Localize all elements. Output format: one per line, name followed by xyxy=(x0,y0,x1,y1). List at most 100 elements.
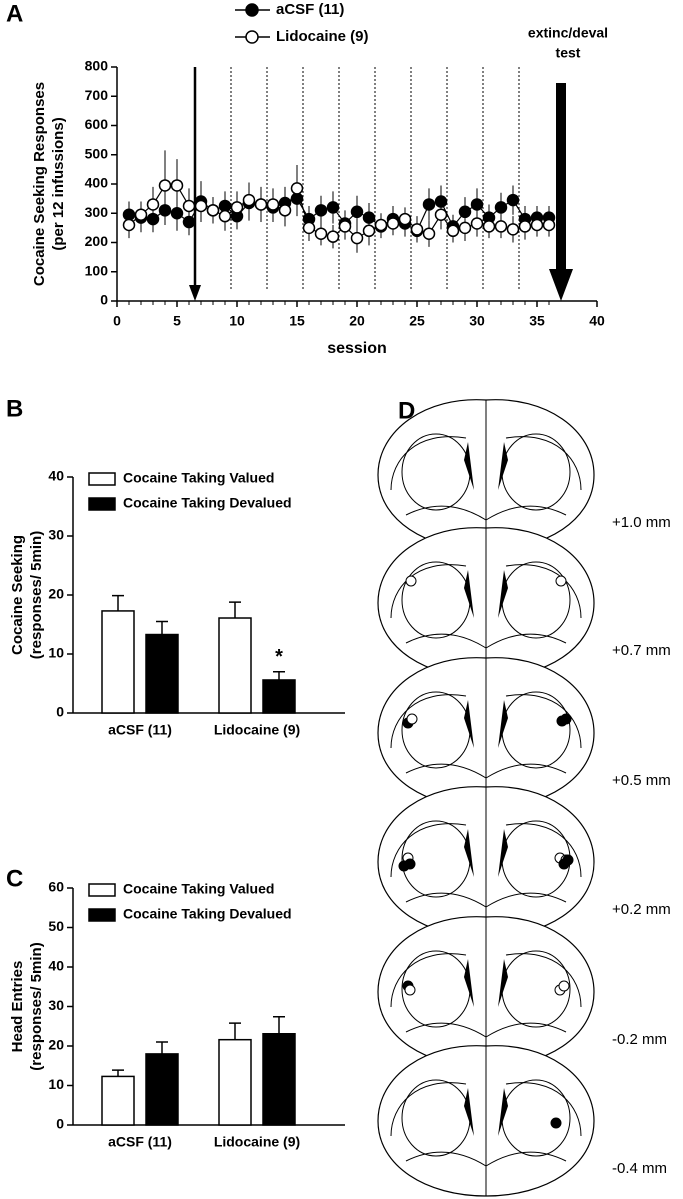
error-bar xyxy=(156,620,168,635)
data-point xyxy=(314,204,328,217)
test-arrow-shaft xyxy=(556,83,566,271)
data-point xyxy=(482,220,496,233)
y-tick-label: 600 xyxy=(85,116,109,132)
x-tick-label: 25 xyxy=(409,313,425,329)
error-bar xyxy=(112,1069,124,1077)
y-tick-label: 0 xyxy=(56,704,64,720)
brain-section xyxy=(377,399,595,551)
data-point xyxy=(470,217,484,230)
error-bar xyxy=(112,594,124,611)
data-point xyxy=(242,193,256,207)
x-tick-label: Lidocaine (9) xyxy=(214,722,300,738)
data-point xyxy=(362,224,376,238)
y-tick-label: 100 xyxy=(85,262,109,278)
data-point xyxy=(494,201,508,214)
error-bar xyxy=(273,670,285,680)
y-tick-label: 200 xyxy=(85,233,109,249)
legend-label: aCSF (11) xyxy=(276,1,344,18)
ventral-detail xyxy=(405,1151,567,1167)
error-bar xyxy=(229,601,241,619)
test-arrow-head xyxy=(549,269,573,301)
data-point xyxy=(386,217,400,230)
x-tick-label: 35 xyxy=(529,313,545,329)
y-tick-label: 400 xyxy=(85,175,109,191)
data-point xyxy=(182,199,196,213)
data-point xyxy=(326,230,340,243)
data-point xyxy=(374,218,388,232)
ventricle xyxy=(464,442,508,490)
y-tick-label: 300 xyxy=(85,204,109,220)
y-axis-label: Cocaine Seeking xyxy=(9,535,26,655)
data-point xyxy=(206,204,220,217)
bar xyxy=(218,1038,252,1126)
legend-swatch xyxy=(88,497,116,511)
x-axis-label: session xyxy=(327,340,387,357)
y-tick-label: 0 xyxy=(100,292,108,308)
data-point xyxy=(146,198,160,211)
placement-dot xyxy=(560,713,572,725)
ventricle xyxy=(464,700,508,748)
legend-label: Cocaine Taking Devalued xyxy=(123,495,292,511)
data-point xyxy=(422,227,436,240)
placement-dot xyxy=(398,860,410,872)
brain-section xyxy=(377,657,595,809)
x-tick-label: aCSF (11) xyxy=(108,722,172,738)
panel-letter: C xyxy=(6,865,23,892)
ventricle xyxy=(464,959,508,1007)
bar xyxy=(262,1033,296,1126)
ventral-detail xyxy=(405,1022,567,1038)
x-tick-label: Lidocaine (9) xyxy=(214,1134,300,1150)
legend-swatch xyxy=(88,472,116,486)
data-point xyxy=(422,198,436,211)
data-point xyxy=(434,208,448,221)
test-label: extinc/deval xyxy=(528,25,608,41)
data-point xyxy=(446,224,460,238)
ventral-detail xyxy=(405,633,567,649)
placement-dot xyxy=(555,575,567,587)
x-tick-label: 5 xyxy=(173,313,181,329)
data-point xyxy=(458,221,472,235)
y-tick-label: 10 xyxy=(48,645,64,661)
bar xyxy=(101,610,135,714)
data-point xyxy=(326,201,340,214)
y-axis-label: (per 12 infussions) xyxy=(50,117,67,250)
y-axis-label: Head Entries xyxy=(9,961,26,1053)
data-point xyxy=(398,212,412,226)
data-point xyxy=(278,204,292,217)
data-point xyxy=(122,218,136,232)
y-tick-label: 800 xyxy=(85,58,109,74)
section-label: -0.2 mm xyxy=(612,1031,667,1048)
y-axis-label: Cocaine Seeking Responses xyxy=(31,82,48,286)
brain-cortex xyxy=(390,436,582,491)
data-point xyxy=(506,223,520,236)
y-tick-label: 700 xyxy=(85,87,109,103)
data-point xyxy=(350,205,364,219)
data-point xyxy=(158,179,172,192)
x-tick-label: 15 xyxy=(289,313,305,329)
significance-mark: * xyxy=(275,646,283,668)
y-tick-label: 40 xyxy=(48,958,64,974)
ventricle xyxy=(464,829,508,877)
data-point xyxy=(170,179,184,192)
legend-swatch xyxy=(88,883,116,897)
data-point xyxy=(218,209,232,223)
bar xyxy=(145,1053,179,1126)
ventral-detail xyxy=(405,892,567,908)
error-bar xyxy=(273,1016,285,1034)
y-axis-label: (responses/ 5min) xyxy=(28,531,45,659)
x-tick-label: 0 xyxy=(113,313,121,329)
y-tick-label: 20 xyxy=(48,586,64,602)
y-tick-label: 0 xyxy=(56,1116,64,1132)
panel-letter: A xyxy=(6,0,23,27)
section-label: +1.0 mm xyxy=(612,514,671,531)
ventral-detail xyxy=(405,505,567,521)
legend-marker xyxy=(245,3,259,17)
bar xyxy=(145,633,179,714)
brain-section xyxy=(377,916,595,1068)
section-label: +0.2 mm xyxy=(612,901,671,918)
data-point xyxy=(518,220,532,233)
placement-dot xyxy=(558,980,570,992)
x-tick-label: 20 xyxy=(349,313,365,329)
placement-dot xyxy=(562,854,574,866)
y-tick-label: 20 xyxy=(48,1037,64,1053)
